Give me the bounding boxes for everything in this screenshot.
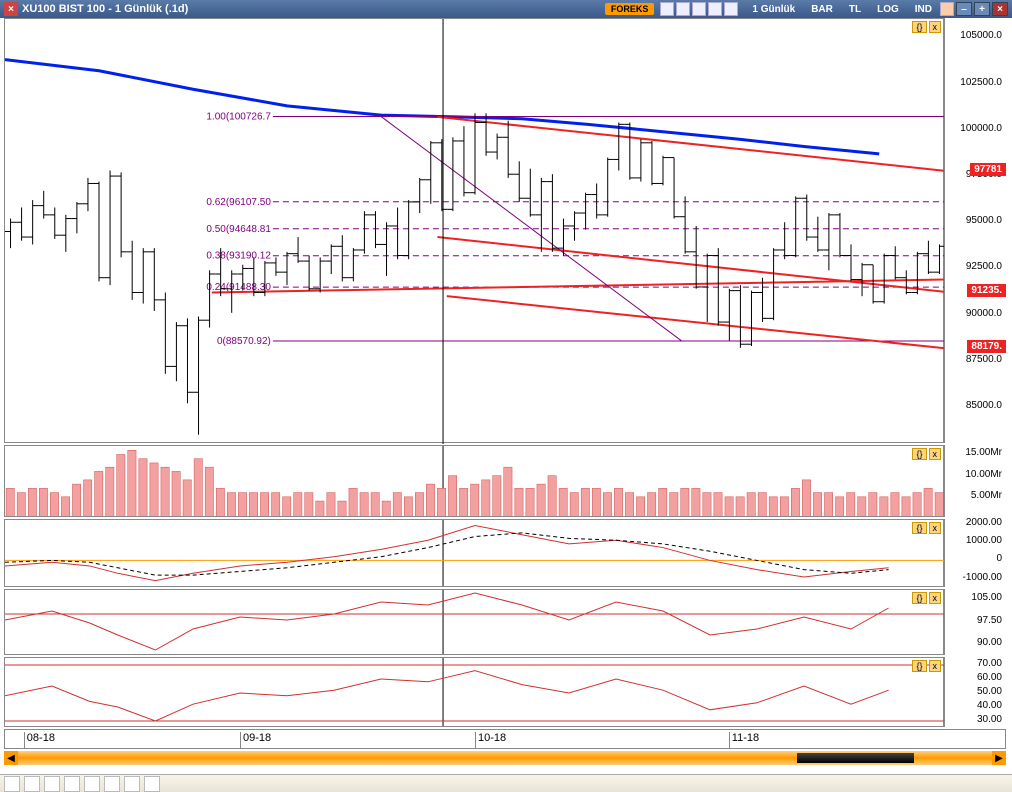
price-pane[interactable]: {}x 1.00(100726.7 0.62(96107.50 0.50(94648.… — [4, 18, 944, 443]
scale-dropdown[interactable]: LOG — [877, 4, 899, 15]
scroll-track[interactable] — [18, 751, 992, 765]
pane-settings-icon[interactable]: {} — [912, 592, 926, 604]
pane-close-icon[interactable]: x — [929, 448, 942, 460]
pane-settings-icon[interactable]: {} — [912, 660, 926, 672]
pane-close-icon[interactable]: x — [929, 592, 942, 604]
volume-y-axis: 15.00Mr10.00Mr5.00Mr — [944, 445, 1006, 517]
chart-title: XU100 BIST 100 - 1 Günlük (.1d) — [22, 3, 605, 15]
tool-icon-3[interactable] — [692, 2, 706, 16]
indicator-dropdown[interactable]: IND — [915, 4, 932, 15]
status-icon-7[interactable] — [124, 776, 140, 792]
tool-icon-1[interactable] — [660, 2, 674, 16]
xaxis-tick: 11-18 — [729, 732, 759, 748]
status-icon-3[interactable] — [44, 776, 60, 792]
currency-dropdown[interactable]: TL — [849, 4, 861, 15]
svg-text:0.50(94648.81: 0.50(94648.81 — [206, 224, 271, 235]
horizontal-scrollbar[interactable]: ◀ ▶ — [4, 751, 1006, 765]
status-icon-2[interactable] — [24, 776, 40, 792]
svg-text:0.38(93190.12: 0.38(93190.12 — [206, 251, 271, 262]
xaxis-tick: 10-18 — [475, 732, 506, 748]
status-icon-1[interactable] — [4, 776, 20, 792]
tool-icon-4[interactable] — [708, 2, 722, 16]
pane-settings-icon[interactable]: {} — [912, 21, 926, 33]
indicator1-pane[interactable]: {}x — [4, 589, 944, 655]
pane-close-icon[interactable]: x — [929, 522, 942, 534]
alert-icon[interactable] — [940, 2, 954, 16]
timeframe-dropdown[interactable]: 1 Günlük — [752, 4, 795, 15]
pane-settings-icon[interactable]: {} — [912, 448, 926, 460]
status-icon-4[interactable] — [64, 776, 80, 792]
tool-icon-2[interactable] — [676, 2, 690, 16]
maximize-button[interactable]: + — [974, 2, 990, 16]
svg-text:0.62(96107.50: 0.62(96107.50 — [206, 197, 271, 208]
tool-icon-5[interactable] — [724, 2, 738, 16]
status-icon-6[interactable] — [104, 776, 120, 792]
chart-container: {}x1.00(100726.70.62(96107.500.50(94648.… — [0, 18, 1012, 770]
svg-text:1.00(100726.7: 1.00(100726.7 — [206, 111, 271, 122]
volume-pane[interactable]: {}x — [4, 445, 944, 517]
status-icon-5[interactable] — [84, 776, 100, 792]
scroll-left-icon[interactable]: ◀ — [4, 751, 18, 765]
scroll-thumb[interactable] — [797, 753, 914, 763]
time-axis: 08-18 09-18 10-18 11-18 — [4, 729, 1006, 749]
svg-text:0(88570.92): 0(88570.92) — [217, 336, 271, 347]
xaxis-tick: 08-18 — [24, 732, 55, 748]
indicator2-y-axis: 70.0060.0050.0040.0030.00 — [944, 657, 1006, 727]
toolbar-icons — [660, 2, 738, 16]
foreks-logo: FOREKS — [605, 3, 655, 15]
close-icon[interactable]: × — [4, 2, 18, 16]
status-bar — [0, 774, 1012, 792]
close-button[interactable]: × — [992, 2, 1008, 16]
pane-settings-icon[interactable]: {} — [912, 522, 926, 534]
indicator2-pane[interactable]: {}x — [4, 657, 944, 727]
title-bar: × XU100 BIST 100 - 1 Günlük (.1d) FOREKS… — [0, 0, 1012, 18]
minimize-button[interactable]: – — [956, 2, 972, 16]
charttype-dropdown[interactable]: BAR — [811, 4, 833, 15]
status-icon-8[interactable] — [144, 776, 160, 792]
price-y-axis: 105000.0102500.0100000.097500.095000.092… — [944, 18, 1006, 443]
macd-y-axis: 2000.001000.000-1000.00 — [944, 519, 1006, 587]
scroll-right-icon[interactable]: ▶ — [992, 751, 1006, 765]
pane-close-icon[interactable]: x — [929, 660, 942, 672]
macd-pane[interactable]: {}x — [4, 519, 944, 587]
pane-close-icon[interactable]: x — [929, 21, 942, 33]
indicator1-y-axis: 105.0097.5090.00 — [944, 589, 1006, 655]
xaxis-tick: 09-18 — [240, 732, 271, 748]
